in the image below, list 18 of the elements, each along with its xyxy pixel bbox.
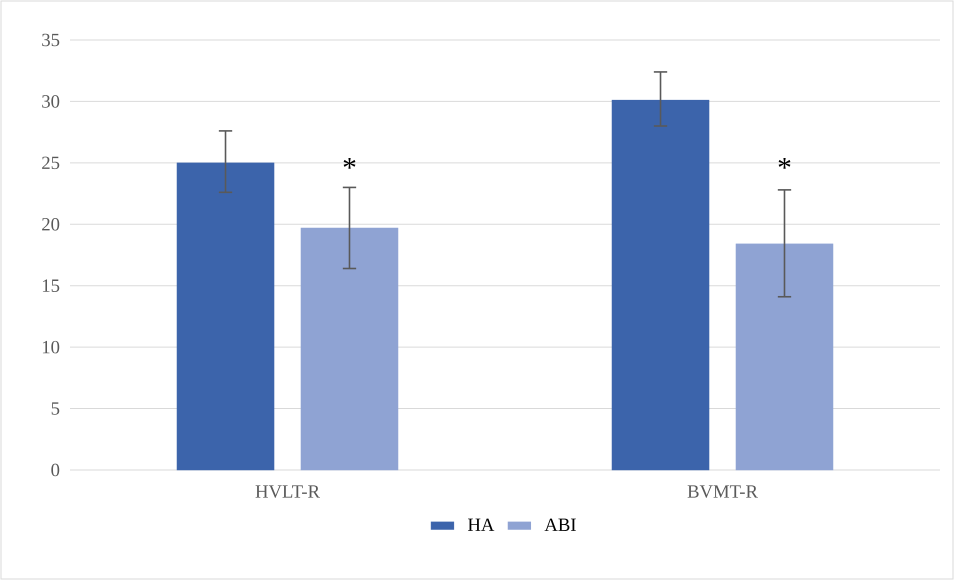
annotation: * bbox=[778, 158, 790, 169]
y-tick-label: 25 bbox=[42, 156, 60, 170]
bar bbox=[612, 100, 710, 470]
x-tick-label: BVMT-R bbox=[688, 485, 758, 498]
legend-label: HA bbox=[468, 518, 494, 531]
annotation: * bbox=[344, 158, 356, 169]
x-tick-label: HVLT-R bbox=[256, 485, 320, 498]
y-tick-label: 35 bbox=[42, 34, 60, 46]
bar bbox=[300, 228, 398, 470]
y-tick-label: 0 bbox=[51, 464, 60, 476]
y-tick-label: 10 bbox=[42, 340, 60, 354]
y-tick-label: 30 bbox=[42, 95, 60, 108]
y-tick-label: 15 bbox=[42, 279, 60, 292]
bar bbox=[176, 162, 274, 470]
y-tick-label: 5 bbox=[52, 402, 60, 415]
legend-label: ABI bbox=[544, 518, 576, 531]
bar bbox=[736, 244, 834, 470]
y-tick-label: 20 bbox=[42, 218, 60, 231]
